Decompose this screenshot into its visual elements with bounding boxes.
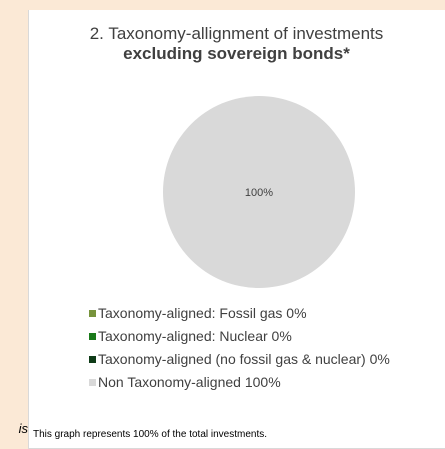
legend-item-3: Non Taxonomy-aligned 100% — [89, 371, 390, 394]
legend-item-2: Taxonomy-aligned (no fossil gas & nuclea… — [89, 348, 390, 371]
legend-item-0: Taxonomy-aligned: Fossil gas 0% — [89, 302, 390, 325]
side-text-fragment: is — [18, 421, 28, 436]
chart-subtitle: excluding sovereign bonds* — [123, 44, 350, 63]
legend-swatch — [89, 332, 96, 340]
legend-swatch — [89, 378, 96, 386]
legend-label: Taxonomy-aligned (no fossil gas & nuclea… — [98, 351, 390, 367]
pie-slice-3 — [163, 96, 355, 288]
footnote: This graph represents 100% of the total … — [33, 429, 268, 440]
legend-item-1: Taxonomy-aligned: Nuclear 0% — [89, 325, 390, 348]
legend-label: Taxonomy-aligned: Nuclear 0% — [98, 328, 292, 344]
pie-data-label: 100% — [245, 187, 273, 199]
chart-legend: Taxonomy-aligned: Fossil gas 0% Taxonomy-… — [89, 302, 390, 394]
legend-swatch — [89, 355, 96, 363]
legend-label: Taxonomy-aligned: Fossil gas 0% — [98, 305, 307, 321]
chart-title: 2. Taxonomy-allignment of investments — [89, 24, 384, 43]
legend-swatch — [89, 309, 96, 317]
legend-label: Non Taxonomy-aligned 100% — [98, 374, 281, 390]
